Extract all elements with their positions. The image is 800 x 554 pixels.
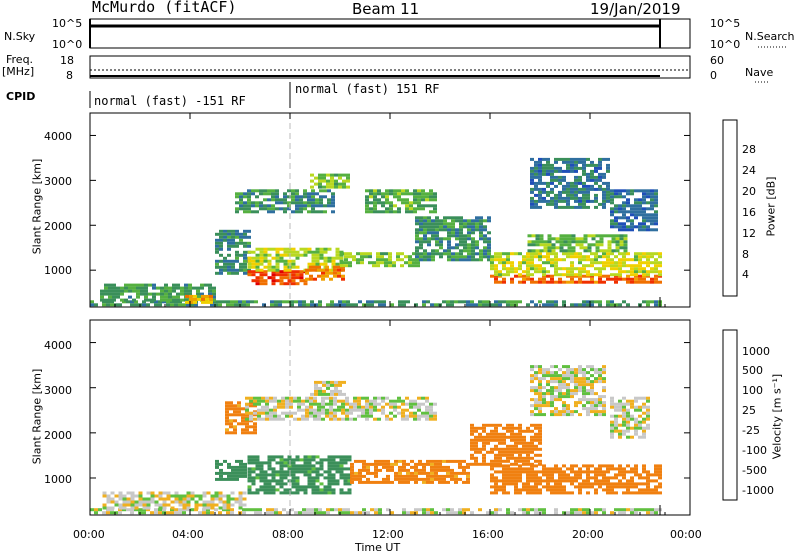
power-cbar-tick-28: 28 xyxy=(742,143,756,156)
power-region-13 xyxy=(490,252,662,277)
nsky-label: N.Sky xyxy=(4,30,36,43)
velocity-ytick-2000: 2000 xyxy=(44,429,72,442)
xtick-0400: 04:00 xyxy=(172,528,204,541)
power-ytick-2000: 2000 xyxy=(44,220,72,233)
power-ytick-1000: 1000 xyxy=(44,264,72,277)
station-title: McMurdo (fitACF) xyxy=(92,0,237,16)
nave-label: Nave xyxy=(745,66,774,79)
velocity-region-9 xyxy=(490,464,662,495)
xtick-1200: 12:00 xyxy=(372,528,404,541)
velocity-cbar-tick-500: 500 xyxy=(742,364,763,377)
velocity-region-4 xyxy=(350,459,470,484)
nsky-tick-top: 10^5 xyxy=(52,17,83,30)
power-region-14 xyxy=(527,234,628,253)
power-region-16 xyxy=(610,189,658,232)
xtick-0000: 00:00 xyxy=(73,528,105,541)
xtick-2000: 20:00 xyxy=(572,528,604,541)
nave-tick-top: 60 xyxy=(710,54,724,67)
power-ytick-3000: 3000 xyxy=(44,175,72,188)
freq-label: Freq. xyxy=(6,53,34,66)
date-title: 19/Jan/2019 xyxy=(590,0,681,18)
freq-strip-frame xyxy=(89,55,691,79)
power-cbar-tick-20: 20 xyxy=(742,185,756,198)
power-ytick-4000: 4000 xyxy=(44,130,72,143)
power-region-15 xyxy=(530,157,610,209)
velocity-region-1 xyxy=(102,491,247,510)
velocity-ytick-3000: 3000 xyxy=(44,384,72,397)
velocity-cbar-tick-100: 100 xyxy=(742,384,763,397)
velocity-region-6 xyxy=(245,396,437,421)
velocity-cbar-tick--100: -100 xyxy=(742,444,767,457)
velocity-cbar-tick--25: -25 xyxy=(742,424,760,437)
cpid-segment-label-2: normal (fast) 151 RF xyxy=(295,82,440,96)
nsearch-label: N.Search xyxy=(745,30,795,43)
power-cbar-tick-16: 16 xyxy=(742,206,756,219)
freq-tick-bottom: 8 xyxy=(66,69,73,82)
cpid-label: CPID xyxy=(6,90,36,103)
nsearch-tick-top: 10^5 xyxy=(710,17,741,30)
power-region-7 xyxy=(340,252,420,268)
velocity-cbar-frame xyxy=(722,329,738,501)
xtick-2400: 00:00 xyxy=(670,528,702,541)
power-cbar-tick-4: 4 xyxy=(742,268,749,281)
power-cbar-tick-8: 8 xyxy=(742,248,749,261)
velocity-region-8 xyxy=(470,423,542,466)
power-region-2 xyxy=(185,294,213,304)
freq-tick-top: 18 xyxy=(60,54,74,67)
power-region-0 xyxy=(90,300,662,307)
power-region-10 xyxy=(365,189,437,214)
power-cbar-frame xyxy=(722,119,738,297)
cpid-segment-label-1: normal (fast) -151 RF xyxy=(94,94,246,108)
nsky-strip-frame xyxy=(89,18,691,49)
power-cbar-tick-24: 24 xyxy=(742,164,756,177)
power-region-8 xyxy=(235,189,335,214)
xtick-0800: 08:00 xyxy=(272,528,304,541)
nsearch-tick-bottom: 10^0 xyxy=(710,38,741,51)
power-region-6 xyxy=(305,265,345,281)
velocity-cbar-tick-25: 25 xyxy=(742,404,756,417)
velocity-region-0 xyxy=(90,508,662,515)
velocity-cbar-tick--1000: -1000 xyxy=(742,484,774,497)
velocity-cbar-tick-1000: 1000 xyxy=(742,345,770,358)
velocity-region-3 xyxy=(247,455,352,495)
velocity-ytick-4000: 4000 xyxy=(44,339,72,352)
power-region-3 xyxy=(215,229,251,275)
power-region-11 xyxy=(415,216,491,262)
velocity-ytick-1000: 1000 xyxy=(44,473,72,486)
power-region-9 xyxy=(310,173,350,189)
freq-unit-label: [MHz] xyxy=(2,65,35,78)
velocity-region-7 xyxy=(310,380,346,396)
xlabel: Time UT xyxy=(355,541,401,554)
beam-title: Beam 11 xyxy=(352,0,420,18)
velocity-region-10 xyxy=(530,365,606,417)
nave-tick-bottom: 0 xyxy=(710,69,717,82)
power-region-4 xyxy=(247,270,308,286)
velocity-region-2 xyxy=(215,459,247,481)
velocity-cbar-tick--500: -500 xyxy=(742,464,767,477)
nsky-tick-bottom: 10^0 xyxy=(52,38,83,51)
power-region-5 xyxy=(247,247,344,272)
velocity-region-11 xyxy=(610,396,650,439)
xtick-1600: 16:00 xyxy=(472,528,504,541)
power-cbar-tick-12: 12 xyxy=(742,227,756,240)
